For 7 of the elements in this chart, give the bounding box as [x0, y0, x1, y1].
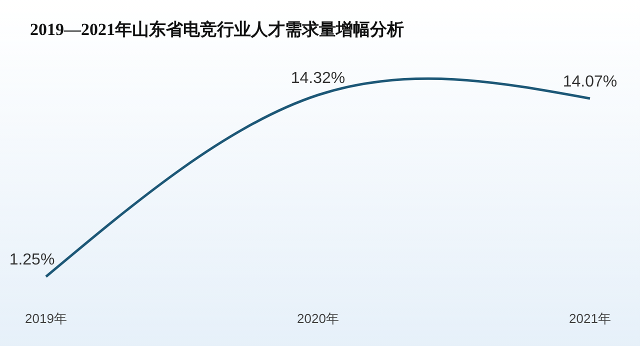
x-tick-label: 2020年	[297, 311, 339, 326]
data-label: 14.32%	[290, 70, 346, 87]
data-label: 1.25%	[9, 252, 55, 269]
x-tick-label: 2021年	[569, 311, 611, 326]
x-tick-label: 2019年	[25, 311, 67, 326]
chart-title: 2019—2021年山东省电竞行业人才需求量增幅分析	[30, 19, 404, 41]
data-label: 14.07%	[562, 73, 618, 90]
